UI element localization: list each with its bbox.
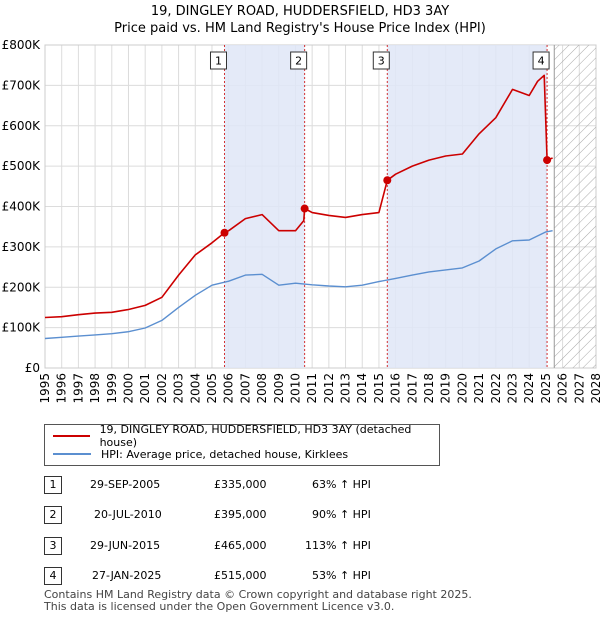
sale-point — [220, 228, 229, 237]
y-tick-label: £200K — [2, 280, 42, 294]
transaction-price: £465,000 — [214, 539, 267, 552]
sale-periods — [224, 45, 548, 368]
transaction-number: 3 — [44, 537, 62, 555]
sale-label-text: 2 — [295, 55, 302, 68]
y-axis-labels: £0 £100K £200K £300K £400K £500K £600K £700K £80… — [2, 38, 42, 375]
sale-label-box — [209, 51, 227, 70]
x-tick-label: 2006 — [222, 373, 236, 404]
y-tick-label: £100K — [2, 321, 42, 335]
transaction-hpi: 53% ↑ HPI — [312, 569, 371, 582]
x-tick-label: 2022 — [489, 373, 503, 404]
y-tick-label: £700K — [2, 78, 42, 92]
transaction-number: 4 — [44, 567, 62, 585]
transaction-number: 2 — [44, 506, 62, 524]
x-tick-label: 2009 — [272, 373, 286, 404]
x-tick-label: 2010 — [288, 373, 302, 404]
x-tick-label: 2007 — [238, 373, 252, 404]
y-tick-label: £800K — [2, 38, 42, 52]
x-tick-label: 2020 — [455, 373, 469, 404]
transaction-hpi: 63% ↑ HPI — [312, 478, 371, 491]
x-tick-label: 2002 — [155, 373, 169, 404]
transaction-date: 20-JUL-2010 — [94, 508, 162, 521]
x-tick-label: 2017 — [405, 373, 419, 404]
legend: 19, DINGLEY ROAD, HUDDERSFIELD, HD3 3AY … — [44, 423, 440, 466]
x-tick-label: 2012 — [322, 373, 336, 404]
x-tick-label: 1998 — [88, 373, 102, 404]
price-line — [44, 74, 553, 319]
forecast-hatch — [554, 45, 596, 368]
y-tick-label: £600K — [2, 119, 42, 133]
x-tick-label: 1999 — [105, 373, 119, 404]
sale-label-box — [532, 51, 550, 70]
x-tick-label: 2015 — [372, 373, 386, 404]
x-tick-label: 2005 — [205, 373, 219, 404]
x-tick-label: 2008 — [255, 373, 269, 404]
x-tick-label: 2028 — [589, 373, 600, 404]
x-tick-label: 2027 — [572, 373, 586, 404]
legend-item-hpi: HPI: Average price, detached house, Kirk… — [53, 446, 348, 462]
price-chart: £0 £100K £200K £300K £400K £500K £600K £700K £80… — [2, 38, 600, 404]
legend-item-price: 19, DINGLEY ROAD, HUDDERSFIELD, HD3 3AY … — [53, 423, 439, 449]
sale-label-box — [290, 51, 308, 70]
transaction-date: 27-JAN-2025 — [92, 569, 162, 582]
x-tick-label: 2026 — [556, 373, 570, 404]
legend-label-hpi: HPI: Average price, detached house, Kirk… — [101, 447, 349, 461]
transaction-date: 29-SEP-2005 — [90, 478, 161, 491]
sale-label-text: 1 — [215, 55, 222, 68]
x-tick-label: 2014 — [355, 373, 369, 404]
x-tick-label: 2000 — [121, 373, 135, 404]
sale-labels: 1 2 3 4 — [209, 51, 550, 70]
transaction-price: £395,000 — [214, 508, 267, 521]
x-tick-label: 1997 — [71, 373, 85, 404]
x-tick-label: 2011 — [305, 373, 319, 404]
sale-point — [300, 204, 309, 213]
x-tick-label: 2004 — [188, 373, 202, 404]
price-swatch — [53, 435, 90, 437]
x-tick-label: 2018 — [422, 373, 436, 404]
series — [44, 74, 553, 340]
x-tick-label: 2003 — [172, 373, 186, 404]
legend-label-price: 19, DINGLEY ROAD, HUDDERSFIELD, HD3 3AY … — [99, 423, 412, 449]
x-tick-label: 2023 — [506, 373, 520, 404]
transaction-hpi: 113% ↑ HPI — [305, 539, 371, 552]
x-tick-label: 1995 — [38, 373, 52, 404]
x-axis-labels: 1995 1996 1997 1998 1999 2000 2001 2002 2003 2004… — [38, 373, 600, 404]
transaction-price: £515,000 — [214, 569, 267, 582]
x-tick-label: 2001 — [138, 373, 152, 404]
x-tick-label: 2025 — [539, 373, 553, 404]
shaded-period — [387, 45, 548, 368]
x-tick-label: 2019 — [439, 373, 453, 404]
footer: Contains HM Land Registry data © Crown c… — [44, 589, 472, 613]
x-tick-label: 2021 — [472, 373, 486, 404]
y-tick-label: £0 — [25, 361, 40, 375]
x-tick-label: 2024 — [522, 373, 536, 404]
forecast-region — [553, 45, 596, 368]
hpi-line — [44, 230, 553, 340]
shaded-period — [224, 45, 305, 368]
chart-subtitle: Price paid vs. HM Land Registry's House … — [114, 21, 486, 36]
y-tick-label: £300K — [2, 240, 42, 254]
chart-title: 19, DINGLEY ROAD, HUDDERSFIELD, HD3 3AY — [150, 4, 450, 19]
hpi-swatch — [53, 453, 91, 455]
sale-label-box — [372, 51, 390, 70]
sale-label-text: 4 — [538, 55, 545, 68]
transaction-number: 1 — [44, 476, 62, 494]
transaction-hpi: 90% ↑ HPI — [312, 508, 371, 521]
transaction-date: 29-JUN-2015 — [90, 539, 161, 552]
x-tick-label: 2013 — [339, 373, 353, 404]
sale-points — [220, 156, 552, 237]
sale-point — [383, 176, 392, 185]
transaction-price: £335,000 — [214, 478, 267, 491]
sale-label-text: 3 — [378, 55, 385, 68]
x-tick-label: 1996 — [55, 373, 69, 404]
footer-line-1: Contains HM Land Registry data © Crown c… — [44, 588, 472, 601]
y-tick-label: £500K — [2, 159, 42, 173]
sale-point — [543, 156, 552, 165]
y-tick-label: £400K — [2, 200, 42, 214]
footer-line-2: This data is licensed under the Open Gov… — [44, 600, 395, 613]
x-tick-label: 2016 — [389, 373, 403, 404]
